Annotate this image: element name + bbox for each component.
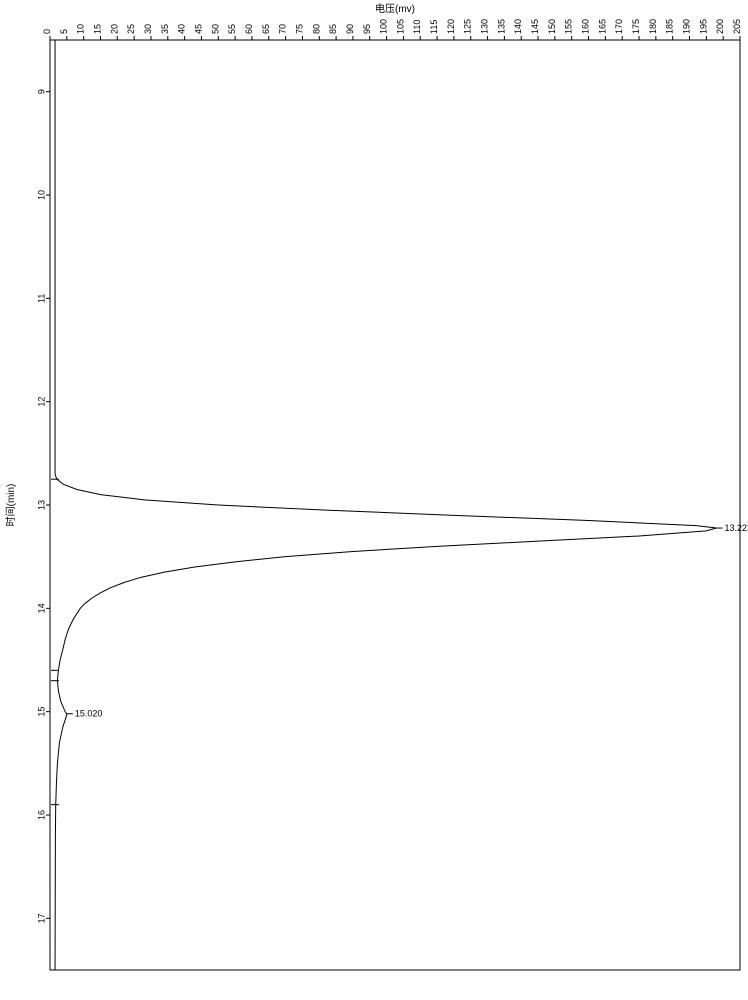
- chart-svg: 0 5 10 15 20 25 30 35 40 45 50 55 60 65 70 75 80 85 90 95 10…: [0, 0, 748, 1000]
- x-tick-label: 75: [294, 24, 304, 34]
- x-tick-label: 100: [379, 19, 389, 34]
- x-tick-label: 190: [682, 19, 692, 34]
- y-tick-label: 9: [36, 89, 46, 94]
- chromatogram-trace: [55, 40, 716, 970]
- chromatogram-chart: 0 5 10 15 20 25 30 35 40 45 50 55 60 65 70 75 80 85 90 95 10…: [0, 0, 748, 1000]
- x-tick-label: 60: [244, 24, 254, 34]
- x-tick-label: 115: [429, 20, 439, 34]
- x-tick-label: 130: [480, 19, 490, 34]
- x-tick-label: 20: [109, 24, 119, 34]
- x-tick-label: 110: [412, 20, 422, 34]
- x-tick-label: 90: [345, 24, 355, 34]
- x-tick-label: 30: [143, 24, 153, 34]
- x-tick-label: 85: [328, 24, 338, 34]
- x-axis-title: 电压(mv): [375, 2, 415, 15]
- y-tick-label: 11: [36, 294, 46, 303]
- peak-label: 13.223: [724, 523, 748, 533]
- x-tick-label: 25: [126, 24, 136, 34]
- x-tick-label: 80: [311, 24, 321, 34]
- x-tick-label: 50: [210, 24, 220, 34]
- peak-label: 15.020: [75, 709, 103, 719]
- y-tick-label: 10: [36, 190, 46, 200]
- x-tick-label: 0: [42, 29, 52, 34]
- x-tick-label: 10: [76, 24, 86, 34]
- x-tick-label: 55: [227, 24, 237, 34]
- y-tick-label: 17: [36, 913, 46, 923]
- x-tick-label: 40: [177, 24, 187, 34]
- x-tick-label: 155: [564, 19, 574, 34]
- x-tick-label: 175: [631, 19, 641, 34]
- x-tick-label: 105: [395, 19, 405, 34]
- x-tick-label: 145: [530, 19, 540, 34]
- x-tick-label: 165: [597, 19, 607, 34]
- x-tick-label: 45: [193, 24, 203, 34]
- y-axis-title: 时间(min): [4, 484, 17, 527]
- x-tick-label: 125: [463, 19, 473, 34]
- y-tick-label: 16: [36, 810, 46, 820]
- x-tick-label: 120: [446, 19, 456, 34]
- x-tick-label: 70: [278, 24, 288, 34]
- y-tick-label: 13: [36, 500, 46, 510]
- x-tick-label: 5: [59, 29, 69, 34]
- x-tick-label: 195: [698, 19, 708, 34]
- y-tick-label: 12: [36, 397, 46, 407]
- x-tick-label: 160: [581, 19, 591, 34]
- y-tick-label: 14: [36, 603, 46, 613]
- x-tick-label: 65: [261, 24, 271, 34]
- plot-border: [50, 40, 740, 970]
- x-tick-label: 150: [547, 19, 557, 34]
- x-tick-label: 170: [614, 19, 624, 34]
- x-tick-label: 185: [665, 19, 675, 34]
- x-tick-label: 135: [496, 19, 506, 34]
- x-tick-label: 15: [92, 24, 102, 34]
- x-tick-label: 35: [160, 24, 170, 34]
- y-tick-label: 15: [36, 707, 46, 717]
- x-tick-label: 95: [362, 24, 372, 34]
- x-tick-label: 200: [715, 19, 725, 34]
- x-tick-label: 180: [648, 19, 658, 34]
- x-tick-label: 140: [513, 19, 523, 34]
- x-tick-label: 205: [732, 19, 742, 34]
